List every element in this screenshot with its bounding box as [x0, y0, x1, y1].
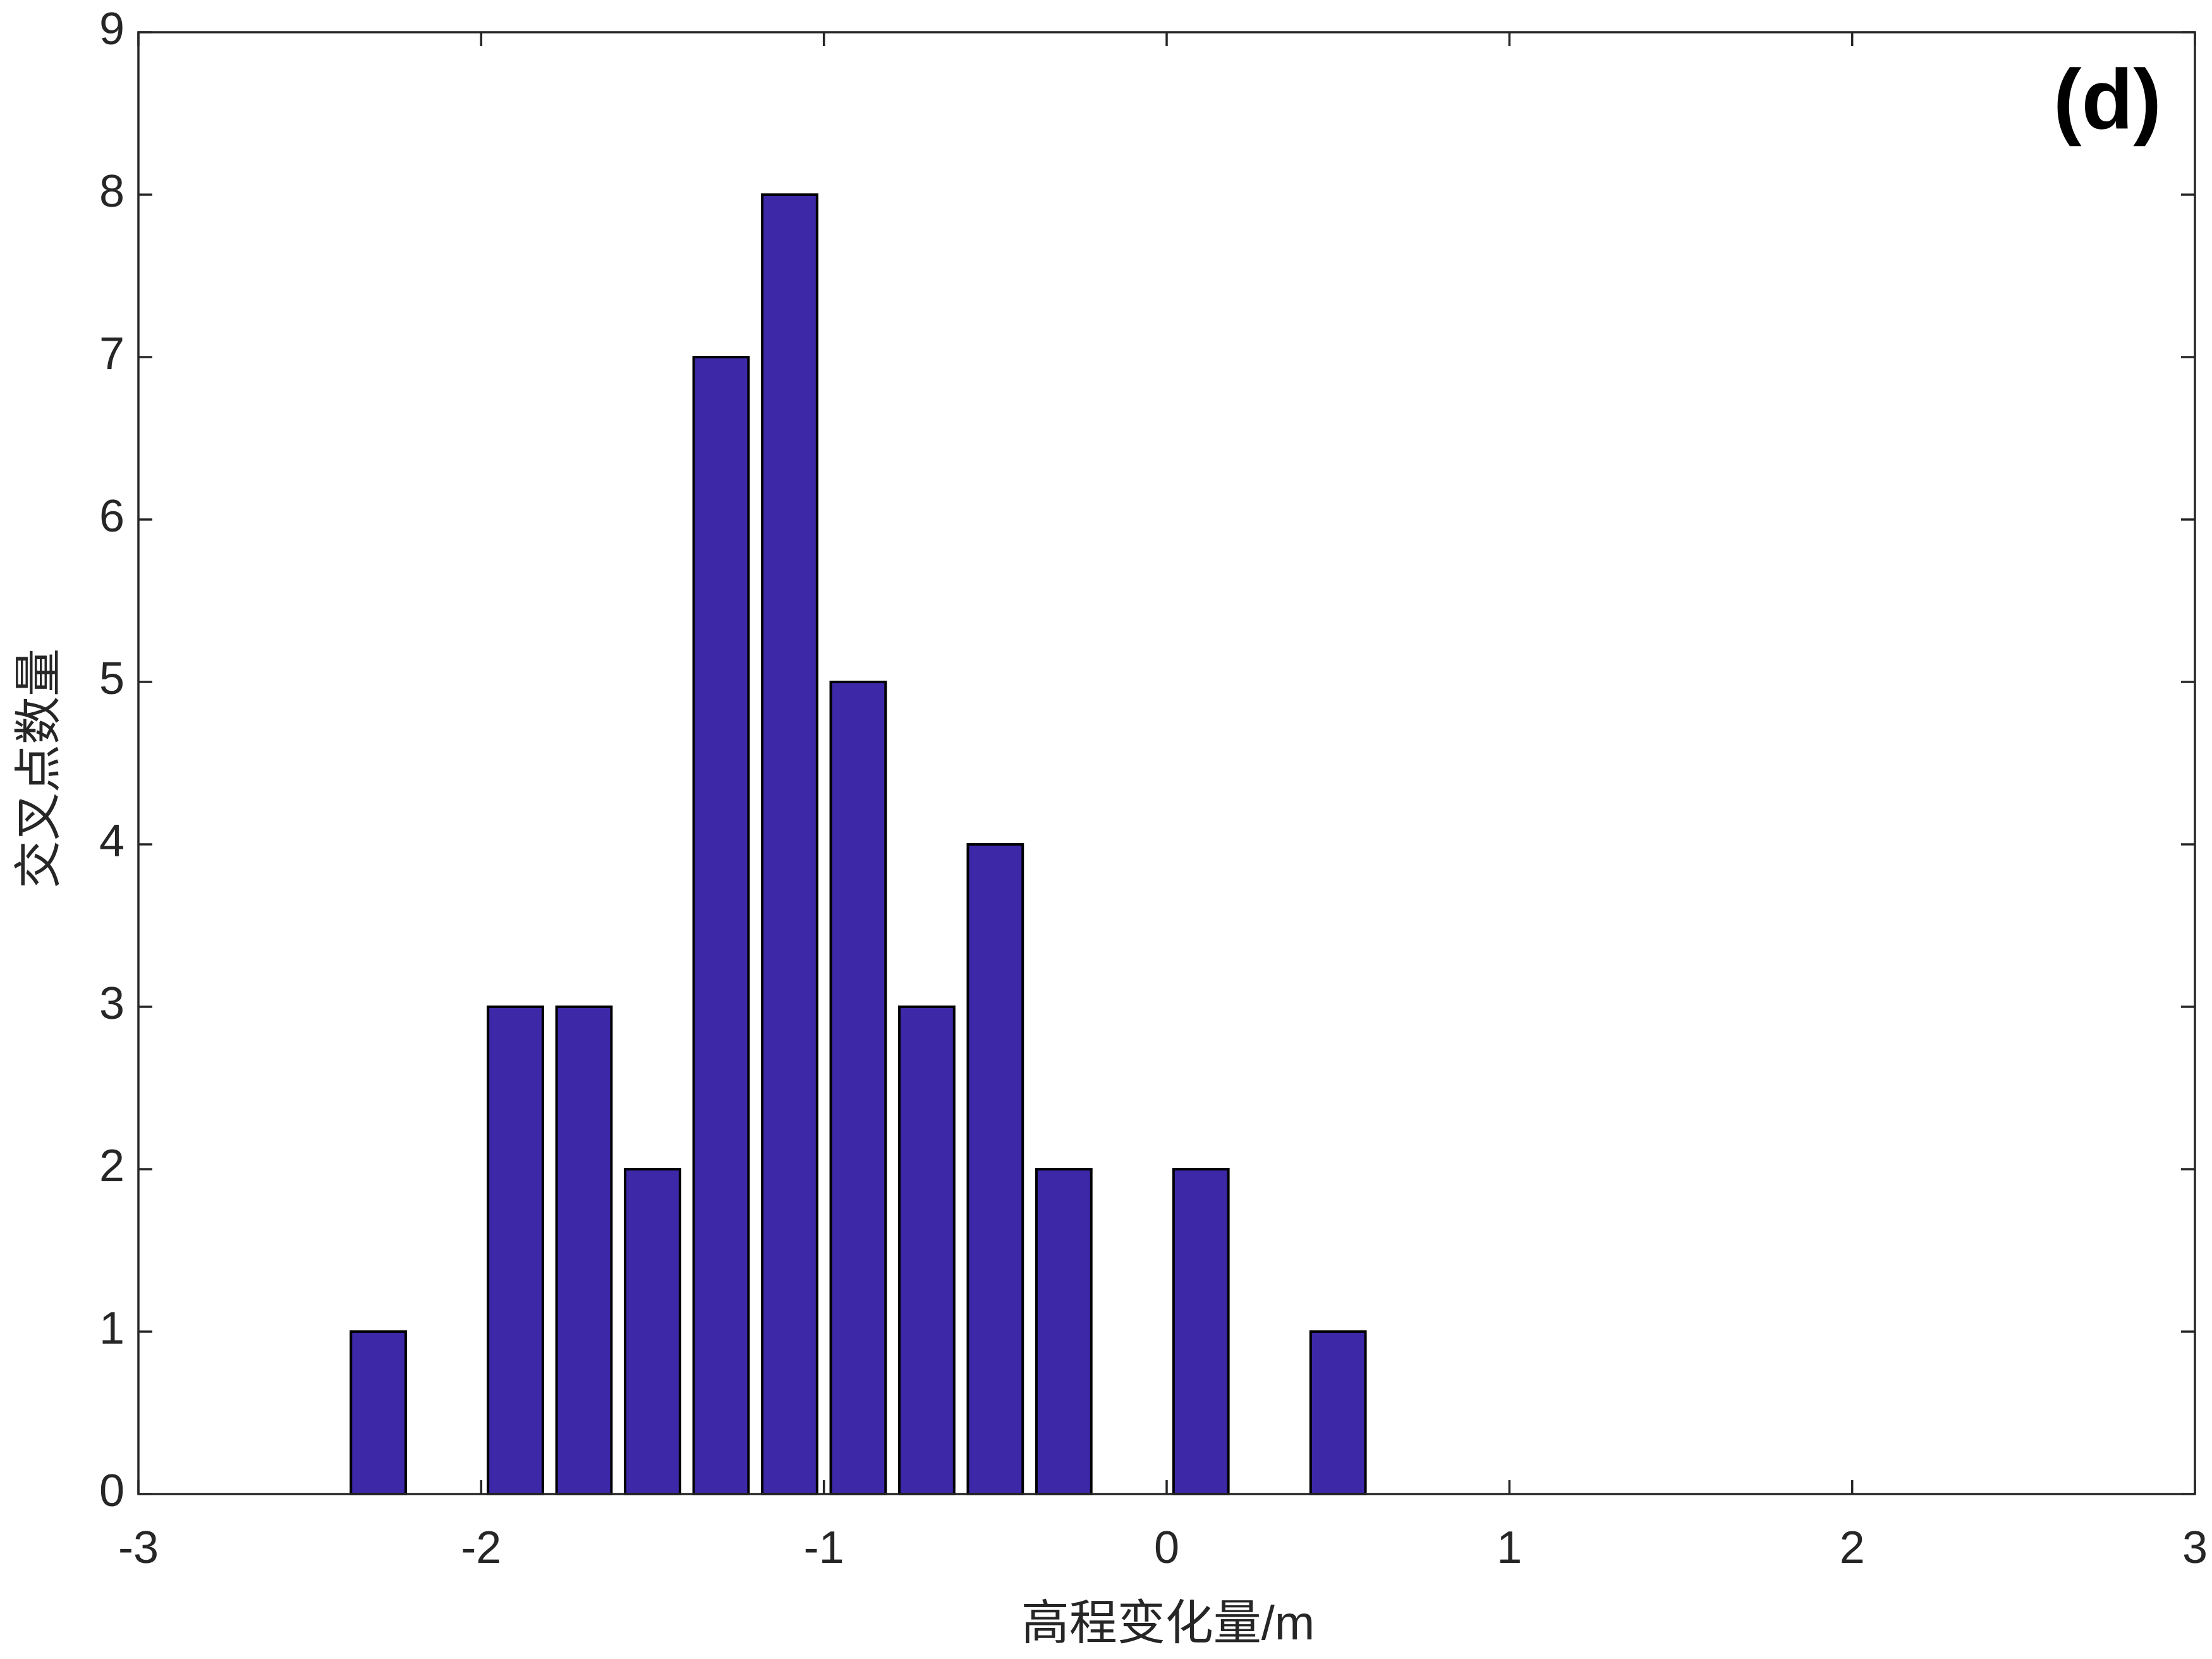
y-tick-label: 4 [99, 816, 125, 866]
y-tick-label: 7 [99, 329, 125, 379]
x-tick-label: 1 [1497, 1522, 1522, 1573]
bar [761, 193, 818, 1495]
bar [897, 1006, 956, 1495]
bar [1035, 1168, 1093, 1495]
x-tick-label: -1 [804, 1522, 844, 1573]
y-tick-label: 5 [99, 653, 125, 704]
x-tick-label: -2 [461, 1522, 501, 1573]
bar [487, 1006, 544, 1495]
bar [555, 1006, 613, 1495]
y-tick-label: 6 [99, 491, 125, 542]
x-tick-label: -3 [118, 1522, 159, 1573]
bar [349, 1330, 408, 1495]
y-tick-label: 8 [99, 166, 125, 217]
x-tick-label: 0 [1154, 1522, 1179, 1573]
x-tick-label: 2 [1840, 1522, 1865, 1573]
panel-label: (d) [2053, 52, 2161, 147]
bar [1309, 1330, 1367, 1495]
y-axis-label: 交叉点数量 [12, 648, 66, 889]
y-tick-label: 3 [99, 978, 125, 1029]
x-tick-label: 3 [2182, 1522, 2208, 1573]
y-tick-label: 2 [99, 1141, 125, 1191]
bar [1172, 1168, 1230, 1495]
bar [692, 356, 750, 1495]
bar [624, 1168, 681, 1495]
y-tick-label: 9 [99, 4, 125, 54]
bar [966, 843, 1024, 1495]
y-tick-label: 1 [99, 1303, 125, 1354]
y-tick-label: 0 [99, 1466, 125, 1516]
x-axis-label: 高程变化量/m [1021, 1596, 1315, 1650]
bar [829, 681, 887, 1495]
